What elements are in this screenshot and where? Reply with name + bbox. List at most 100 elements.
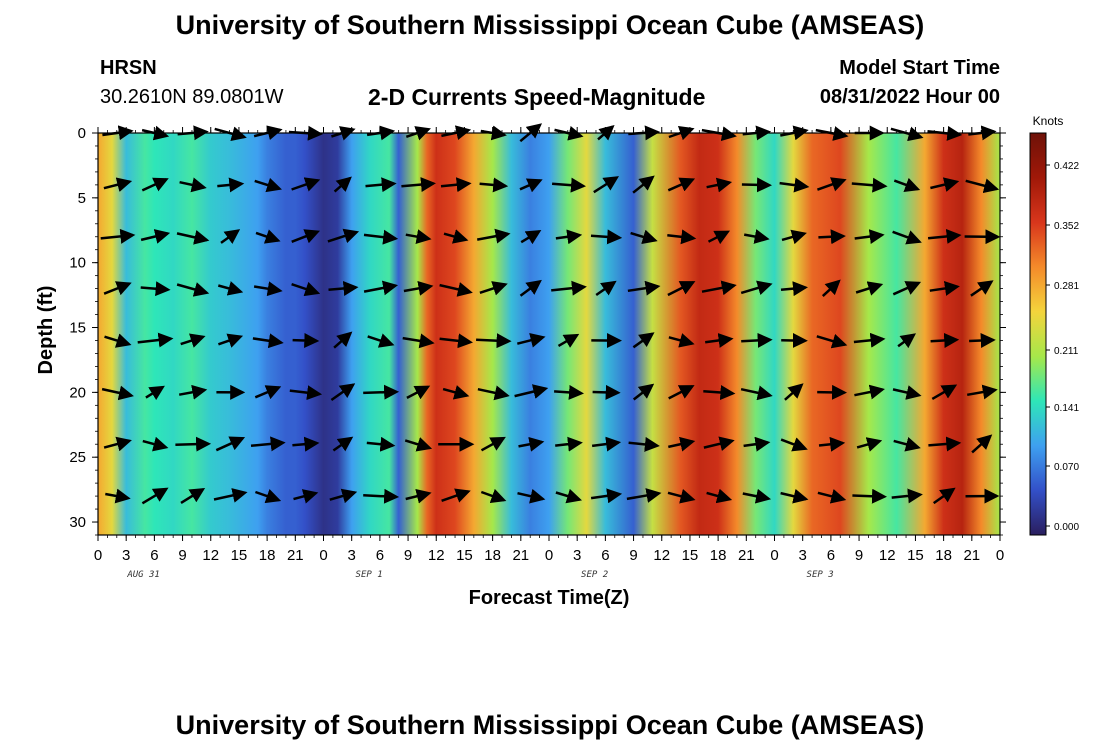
current-vector xyxy=(403,280,434,296)
current-vector xyxy=(626,488,662,503)
current-vector xyxy=(333,176,352,193)
current-vector xyxy=(366,436,396,452)
current-vector xyxy=(330,383,356,402)
current-vector xyxy=(443,229,469,244)
current-vector xyxy=(897,333,917,349)
current-vector xyxy=(632,332,655,349)
current-vector xyxy=(743,229,770,244)
current-vector xyxy=(818,229,846,245)
colorbar-tick-label: 0.141 xyxy=(1054,403,1079,414)
current-vector xyxy=(517,488,546,504)
current-vector xyxy=(213,488,248,503)
current-vector xyxy=(703,385,736,400)
current-vector xyxy=(555,436,583,452)
current-vector xyxy=(929,281,960,296)
current-vector xyxy=(254,385,282,400)
current-vector xyxy=(404,437,433,452)
current-vector xyxy=(856,437,883,452)
x-tick-label: 21 xyxy=(738,547,755,564)
current-vector xyxy=(555,229,583,245)
current-vector xyxy=(180,333,206,348)
current-vector xyxy=(217,333,244,348)
x-tick-label: 6 xyxy=(827,547,835,564)
current-vector xyxy=(519,279,542,297)
x-tick-label: 12 xyxy=(428,547,445,564)
colorbar-units: Knots xyxy=(1033,114,1064,128)
current-vector xyxy=(516,332,546,348)
x-tick-label: 18 xyxy=(935,547,952,564)
x-tick-label: 0 xyxy=(319,547,327,564)
current-vector xyxy=(966,384,998,400)
current-vector xyxy=(140,281,171,297)
current-vector xyxy=(740,385,773,401)
current-vector xyxy=(101,385,134,401)
current-vector xyxy=(892,385,922,400)
x-tick-label: 6 xyxy=(376,547,384,564)
current-vector xyxy=(705,332,734,348)
station-name: HRSN xyxy=(100,57,157,79)
current-vector xyxy=(668,333,695,348)
current-vector xyxy=(852,488,887,504)
x-tick-label: 18 xyxy=(259,547,276,564)
x-tick-label: 15 xyxy=(682,547,699,564)
x-tick-label: 12 xyxy=(653,547,670,564)
speed-heatmap xyxy=(98,133,1000,535)
current-vector xyxy=(363,280,399,296)
current-vector xyxy=(405,488,432,504)
current-vector xyxy=(367,333,395,348)
current-vector xyxy=(292,436,320,452)
x-axis-label: Forecast Time(Z) xyxy=(469,587,630,609)
current-vector xyxy=(327,228,360,244)
model-start-label: Model Start Time xyxy=(839,57,1000,79)
x-tick-label: 6 xyxy=(601,547,609,564)
x-tick-label: 18 xyxy=(484,547,501,564)
current-vector xyxy=(818,436,846,452)
current-vector xyxy=(667,281,696,297)
current-vector xyxy=(821,279,841,298)
x-tick-label: 15 xyxy=(231,547,248,564)
colorbar-tick-label: 0.422 xyxy=(1054,161,1079,172)
current-vector xyxy=(328,281,359,296)
current-vector xyxy=(402,333,435,349)
current-vector xyxy=(250,436,286,452)
current-vector xyxy=(103,281,132,296)
colorbar xyxy=(1029,132,1047,536)
current-vector xyxy=(632,383,655,401)
current-vector xyxy=(178,384,208,400)
current-vector xyxy=(703,436,735,452)
current-vector xyxy=(254,488,282,504)
x-tick-label: 9 xyxy=(855,547,863,564)
current-vector xyxy=(780,281,808,297)
x-tick-label: 9 xyxy=(178,547,186,564)
current-vector xyxy=(970,280,994,297)
colorbar-tick-label: 0.070 xyxy=(1054,462,1079,473)
current-vector xyxy=(217,177,245,193)
current-vector xyxy=(927,228,962,244)
current-vector xyxy=(593,176,620,194)
x-tick-label: 21 xyxy=(963,547,980,564)
current-vector xyxy=(555,488,582,504)
current-vector xyxy=(293,489,319,504)
current-vector xyxy=(479,177,509,193)
colorbar-tick-label: 0.211 xyxy=(1054,346,1079,357)
y-tick-label: 25 xyxy=(69,449,86,466)
current-vector xyxy=(969,333,996,349)
current-vector xyxy=(401,177,436,193)
current-vector xyxy=(630,229,658,245)
current-vector xyxy=(855,281,884,296)
current-vector xyxy=(514,384,549,399)
current-vector xyxy=(104,333,132,348)
current-vector xyxy=(667,488,696,504)
date-label: SEP 3 xyxy=(807,570,834,580)
current-vector xyxy=(854,384,885,400)
current-vector xyxy=(141,177,169,192)
current-vector xyxy=(254,177,282,193)
current-vector xyxy=(363,488,400,504)
station-coords: 30.2610N 89.0801W xyxy=(100,86,284,108)
current-vector xyxy=(442,385,470,400)
current-vector xyxy=(779,177,810,193)
current-vector xyxy=(217,281,244,296)
current-vector xyxy=(441,488,471,503)
current-vector xyxy=(780,488,809,504)
